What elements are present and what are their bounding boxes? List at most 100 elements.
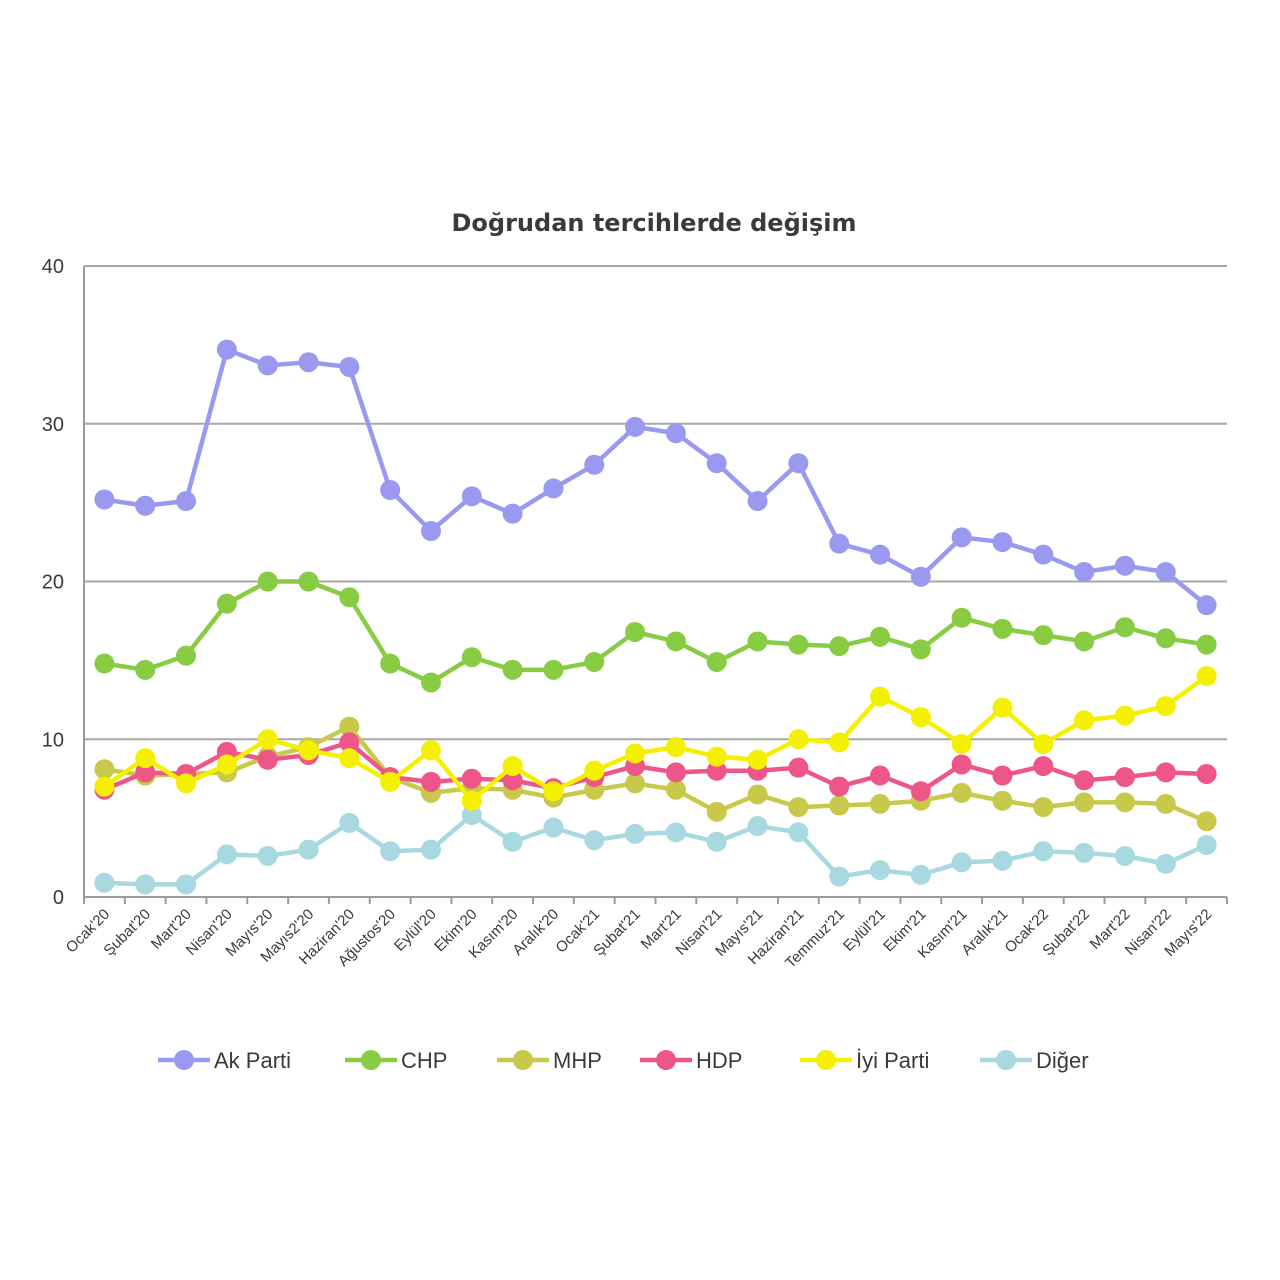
data-point	[380, 653, 401, 674]
data-point	[461, 768, 482, 789]
data-point	[706, 746, 727, 767]
series-i-yi-parti	[94, 666, 1217, 811]
data-point	[1155, 853, 1176, 874]
data-point	[216, 754, 237, 775]
data-point	[257, 571, 278, 592]
data-point	[829, 776, 850, 797]
data-point	[543, 781, 564, 802]
data-point	[992, 697, 1013, 718]
data-point	[298, 571, 319, 592]
data-point	[135, 874, 156, 895]
data-point	[298, 352, 319, 373]
data-point	[870, 544, 891, 565]
data-point	[951, 607, 972, 628]
legend-item: CHP	[345, 1048, 447, 1073]
data-point	[420, 771, 441, 792]
x-tick-label: Eylül'20	[391, 906, 440, 955]
data-point	[829, 636, 850, 657]
data-point	[1155, 628, 1176, 649]
data-point	[176, 874, 197, 895]
data-point	[788, 729, 809, 750]
data-point	[665, 631, 686, 652]
data-point	[870, 686, 891, 707]
data-point	[176, 773, 197, 794]
y-tick-label: 10	[42, 729, 64, 751]
data-point	[339, 748, 360, 769]
data-point	[94, 872, 115, 893]
data-point	[829, 732, 850, 753]
data-point	[992, 850, 1013, 871]
data-point	[1196, 834, 1217, 855]
data-point	[94, 759, 115, 780]
data-point	[1155, 562, 1176, 583]
data-point	[1155, 793, 1176, 814]
data-point	[420, 740, 441, 761]
data-point	[584, 830, 605, 851]
legend-item: HDP	[640, 1048, 742, 1073]
data-point	[829, 795, 850, 816]
data-point	[747, 491, 768, 512]
data-point	[1033, 756, 1054, 777]
data-point	[298, 740, 319, 761]
data-point	[747, 631, 768, 652]
data-point	[747, 749, 768, 770]
data-point	[665, 762, 686, 783]
data-point	[1196, 634, 1217, 655]
legend-label: Ak Parti	[214, 1048, 291, 1073]
data-point	[910, 864, 931, 885]
data-point	[216, 339, 237, 360]
data-point	[992, 532, 1013, 553]
data-point	[94, 653, 115, 674]
data-point	[788, 634, 809, 655]
data-point	[584, 454, 605, 475]
legend-swatch-marker	[361, 1050, 381, 1070]
data-point	[829, 533, 850, 554]
data-point	[625, 621, 646, 642]
data-point	[1074, 792, 1095, 813]
data-point	[502, 756, 523, 777]
data-point	[461, 486, 482, 507]
data-point	[706, 453, 727, 474]
legend-item: Diğer	[980, 1048, 1089, 1073]
data-point	[339, 587, 360, 608]
data-point	[665, 779, 686, 800]
data-point	[135, 659, 156, 680]
legend-item: MHP	[497, 1048, 602, 1073]
data-point	[1033, 797, 1054, 818]
data-point	[176, 645, 197, 666]
series-di-er	[94, 804, 1217, 895]
data-point	[910, 707, 931, 728]
legend-label: HDP	[696, 1048, 742, 1073]
data-point	[625, 823, 646, 844]
data-point	[1074, 710, 1095, 731]
series-line	[102, 579, 1209, 685]
data-point	[1114, 705, 1135, 726]
data-point	[339, 812, 360, 833]
data-point	[951, 527, 972, 548]
data-point	[380, 841, 401, 862]
data-point	[420, 839, 441, 860]
y-tick-label: 0	[53, 887, 64, 909]
data-point	[625, 773, 646, 794]
data-point	[951, 782, 972, 803]
y-tick-label: 40	[42, 256, 64, 278]
data-point	[1074, 770, 1095, 791]
data-point	[910, 639, 931, 660]
data-point	[1114, 767, 1135, 788]
data-point	[176, 491, 197, 512]
data-point	[1114, 555, 1135, 576]
data-point	[870, 860, 891, 881]
data-point	[1033, 544, 1054, 565]
data-point	[747, 816, 768, 837]
data-point	[135, 495, 156, 516]
data-point	[257, 729, 278, 750]
chart-title: Doğrudan tercihlerde değişim	[452, 209, 857, 237]
data-point	[910, 566, 931, 587]
data-point	[257, 355, 278, 376]
legend: Ak Parti CHP MHP HDP İyi Parti Diğer	[158, 1048, 1089, 1073]
data-point	[1074, 631, 1095, 652]
data-point	[502, 503, 523, 524]
data-point	[502, 770, 523, 791]
data-point	[461, 647, 482, 668]
